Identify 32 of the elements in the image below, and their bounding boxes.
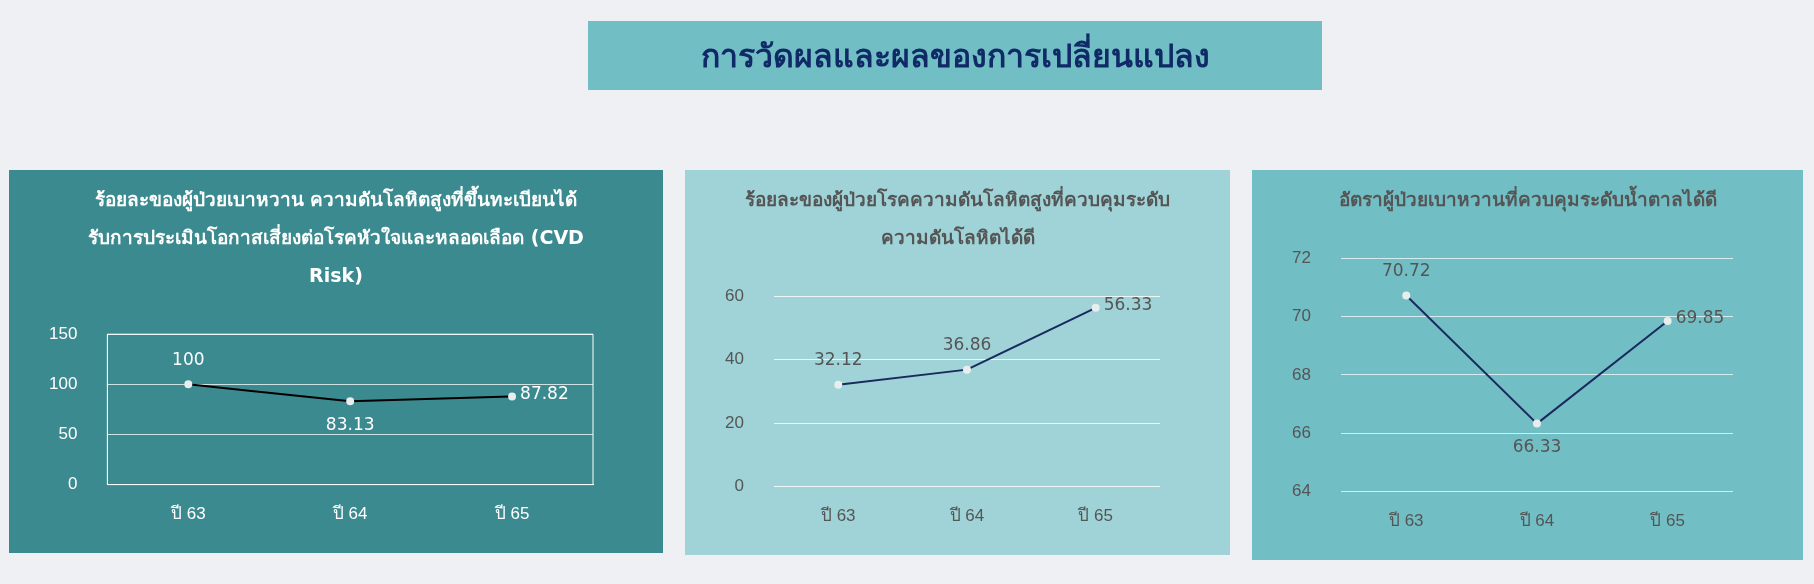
y-tick-label: 60 <box>724 285 744 305</box>
data-label: 70.72 <box>1381 259 1431 280</box>
x-tick-label: ปี 63 <box>1387 511 1424 531</box>
y-tick-label: 68 <box>1291 364 1311 384</box>
data-label: 66.33 <box>1512 436 1562 457</box>
x-tick-label: ปี 64 <box>1518 511 1555 531</box>
chart-title: อัตราผู้ป่วยเบาหวานที่ควบคุมระดับน้ำตาลได้ดี <box>1337 184 1718 214</box>
y-tick-label: 66 <box>1291 422 1311 442</box>
data-label: 56.33 <box>1103 294 1153 315</box>
data-label: 36.86 <box>942 334 992 355</box>
x-tick-label: ปี 64 <box>331 504 368 524</box>
chart-title: ร้อยละของผู้ป่วยเบาหวาน ความดันโลหิตสูงที่ขึ้นทะเบียนได้รับการประเมินโอกาสเสี่ยงต่อโรคหัวใจและหลอดเลือด (CVD Risk) <box>87 184 585 288</box>
x-tick-label: ปี 63 <box>169 504 206 524</box>
y-tick-label: 100 <box>48 374 78 394</box>
y-tick-label: 70 <box>1291 306 1311 326</box>
x-tick-label: ปี 64 <box>948 506 985 526</box>
y-tick-label: 72 <box>1291 247 1311 267</box>
data-label: 100 <box>172 348 205 369</box>
y-tick-label: 0 <box>734 476 744 496</box>
x-tick-label: ปี 65 <box>493 504 530 524</box>
chart-title: ร้อยละของผู้ป่วยโรคความดันโลหิตสูงที่ควบคุมระดับความดันโลหิตได้ดี <box>744 185 1171 250</box>
y-tick-label: 0 <box>67 474 78 494</box>
y-tick-label: 20 <box>724 412 744 432</box>
y-tick-label: 150 <box>48 323 78 343</box>
x-tick-label: ปี 65 <box>1077 506 1113 526</box>
x-tick-label: ปี 65 <box>1649 511 1685 531</box>
y-tick-label: 64 <box>1291 481 1311 501</box>
x-tick-label: ปี 63 <box>819 506 856 526</box>
data-label: 87.82 <box>520 382 569 403</box>
y-tick-label: 40 <box>724 349 744 369</box>
data-label: 83.13 <box>325 413 375 434</box>
y-tick-label: 50 <box>58 424 78 444</box>
